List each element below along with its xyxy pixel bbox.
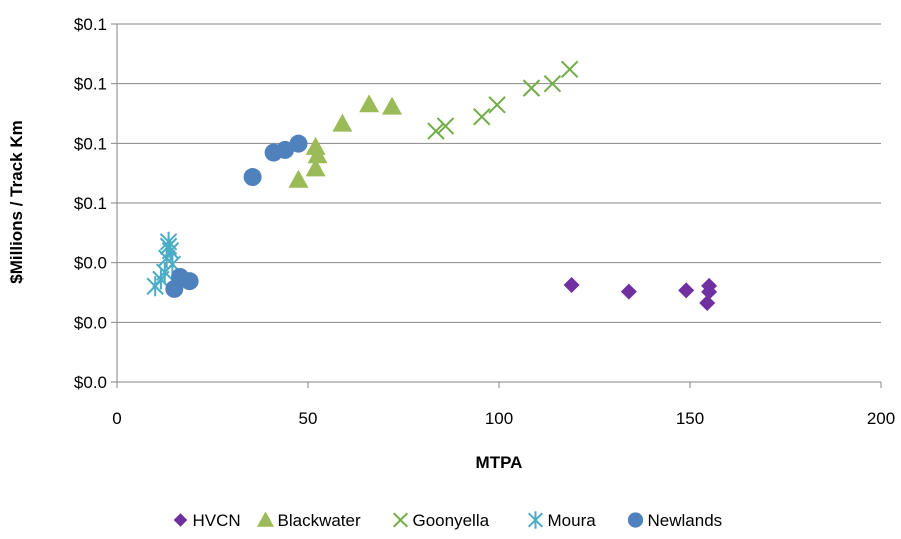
y-tick-labels: $0.0 $0.0 $0.0 $0.1 $0.1 $0.1 $0.1 [74, 15, 107, 392]
blackwater-point [288, 169, 309, 188]
y-tick-label: $0.0 [74, 313, 107, 332]
blackwater-point [359, 94, 380, 113]
legend-marker-hvcn [173, 513, 188, 527]
legend-marker-newlands [627, 512, 644, 528]
x-tick-label: 200 [867, 409, 895, 428]
goonyella-point [560, 60, 579, 79]
y-tick-label: $0.0 [74, 254, 107, 273]
legend-marker-goonyella [392, 512, 409, 528]
legend-item-moura: Moura [527, 511, 597, 530]
goonyella-point [522, 79, 541, 97]
y-tick-label: $0.1 [74, 194, 107, 213]
blackwater-point [305, 158, 326, 177]
legend-label: Moura [548, 511, 597, 530]
newlands-point [243, 168, 262, 187]
hvcn-point [563, 277, 580, 294]
axes [111, 23, 882, 388]
x-tick-label: 0 [112, 409, 121, 428]
y-tick-label: $0.0 [74, 373, 107, 392]
hvcn-point [699, 294, 716, 311]
blackwater-point [332, 113, 353, 132]
goonyella-point [436, 117, 455, 135]
legend-item-goonyella: Goonyella [392, 511, 490, 530]
legend-label: Blackwater [278, 511, 361, 530]
goonyella-point [473, 108, 491, 126]
goonyella-point [543, 74, 562, 93]
legend-label: Newlands [648, 511, 723, 530]
x-tick-label: 150 [676, 409, 704, 428]
data-points [146, 60, 718, 311]
hvcn-point [678, 282, 695, 299]
blackwater-point [307, 145, 328, 164]
hvcn-point [620, 283, 637, 300]
legend-marker-moura [527, 511, 544, 529]
legend-item-blackwater: Blackwater [257, 511, 361, 530]
x-tick-label: 100 [485, 409, 513, 428]
x-axis-title: MTPA [476, 453, 523, 472]
goonyella-point [427, 122, 445, 140]
y-tick-label: $0.1 [74, 134, 107, 153]
x-tick-labels: 0 50 100 150 200 [112, 409, 895, 428]
y-tick-label: $0.1 [74, 75, 107, 94]
x-tick-label: 50 [299, 409, 318, 428]
legend-label: HVCN [193, 511, 241, 530]
blackwater-point [305, 136, 326, 155]
hvcn-point [701, 283, 718, 300]
goonyella-point [488, 96, 506, 114]
moura-point [159, 236, 178, 257]
newlands-point [289, 134, 308, 153]
legend-marker-blackwater [257, 511, 274, 527]
legend-label: Goonyella [413, 511, 490, 530]
newlands-point [276, 140, 295, 159]
y-axis-title: $Millions / Track Km [7, 120, 26, 283]
gridlines [117, 23, 881, 323]
legend: HVCN Blackwater Goonyella Moura Newlands [173, 511, 723, 530]
newlands-point [180, 272, 199, 291]
legend-item-newlands: Newlands [627, 511, 723, 530]
legend-item-hvcn: HVCN [173, 511, 241, 530]
blackwater-point [382, 96, 403, 115]
y-tick-label: $0.1 [74, 15, 107, 34]
